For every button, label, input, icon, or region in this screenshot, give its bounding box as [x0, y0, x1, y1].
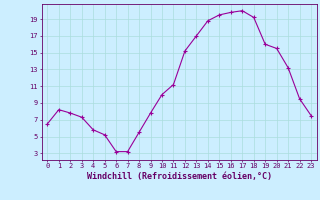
X-axis label: Windchill (Refroidissement éolien,°C): Windchill (Refroidissement éolien,°C): [87, 172, 272, 181]
